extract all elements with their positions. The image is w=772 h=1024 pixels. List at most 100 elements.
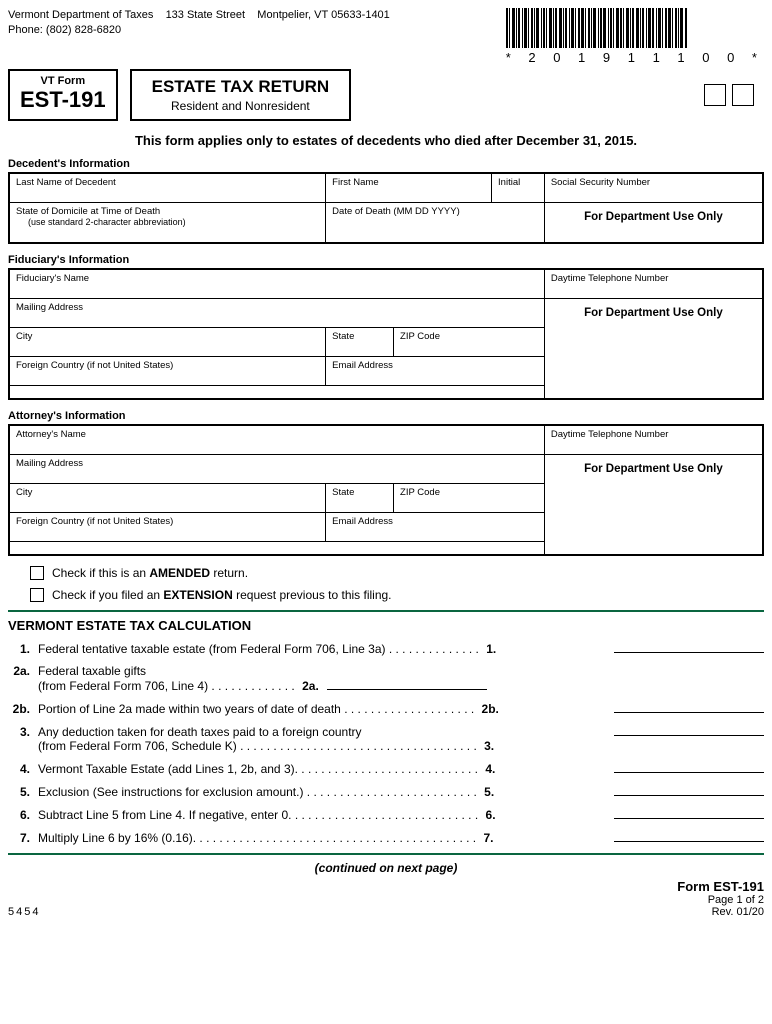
label-att-email: Email Address: [332, 516, 393, 527]
field-fid-state[interactable]: State: [326, 328, 394, 357]
line-2a-end: 2a.: [298, 679, 323, 693]
line-1-text: Federal tentative taxable estate (from F…: [38, 642, 482, 656]
label-dod: Date of Death (MM DD YYYY): [332, 206, 460, 217]
extension-checkbox[interactable]: [30, 588, 44, 602]
field-firstname[interactable]: First Name: [326, 173, 492, 203]
label-fid-foreign: Foreign Country (if not United States): [16, 360, 173, 371]
label-att-state: State: [332, 487, 354, 498]
amended-row: Check if this is an AMENDED return.: [30, 566, 764, 580]
field-fid-email[interactable]: Email Address: [326, 357, 545, 386]
decedent-heading: Decedent's Information: [8, 158, 764, 170]
field-att-zip[interactable]: ZIP Code: [394, 484, 545, 513]
field-att-phone[interactable]: Daytime Telephone Number: [544, 425, 763, 455]
ext-pre: Check if you filed an: [52, 588, 163, 602]
dept-phone: Phone: (802) 828-6820: [8, 24, 121, 36]
line-2a: 2a. Federal taxable gifts (from Federal …: [8, 664, 764, 693]
top-check-boxes: [704, 84, 754, 106]
line-7-num: 7.: [8, 831, 38, 845]
field-fid-name[interactable]: Fiduciary's Name: [9, 269, 544, 299]
field-fid-city[interactable]: City: [9, 328, 326, 357]
applies-note: This form applies only to estates of dec…: [8, 133, 764, 148]
line-2b-text: Portion of Line 2a made within two years…: [38, 702, 478, 716]
field-fid-phone[interactable]: Daytime Telephone Number: [544, 269, 763, 299]
label-initial: Initial: [498, 177, 520, 188]
line-2b: 2b. Portion of Line 2a made within two y…: [8, 701, 764, 716]
decedent-table: Last Name of Decedent First Name Initial…: [8, 172, 764, 244]
checkbox-top-2[interactable]: [732, 84, 754, 106]
line-1: 1. Federal tentative taxable estate (fro…: [8, 641, 764, 656]
header-top: Vermont Department of Taxes 133 State St…: [8, 8, 764, 65]
label-fid-zip: ZIP Code: [400, 331, 440, 342]
dept-address: 133 State Street: [166, 9, 246, 21]
att-spacer: [9, 542, 544, 556]
amended-checkbox[interactable]: [30, 566, 44, 580]
line-5-blank[interactable]: [614, 784, 764, 796]
department-info: Vermont Department of Taxes 133 State St…: [8, 8, 390, 39]
field-fid-mailing[interactable]: Mailing Address: [9, 299, 544, 328]
line-1-end: 1.: [482, 642, 500, 656]
line-2a-text-a: Federal taxable gifts: [38, 664, 146, 678]
form-id-box: VT Form EST-191: [8, 69, 118, 121]
label-domicile-sub: (use standard 2-character abbreviation): [16, 217, 186, 227]
label-fid-city: City: [16, 331, 32, 342]
barcode-lines: [506, 8, 764, 48]
vt-form-label: VT Form: [20, 75, 106, 87]
fiduciary-heading: Fiduciary's Information: [8, 254, 764, 266]
label-att-foreign: Foreign Country (if not United States): [16, 516, 173, 527]
field-lastname[interactable]: Last Name of Decedent: [9, 173, 326, 203]
checkbox-top-1[interactable]: [704, 84, 726, 106]
label-att-city: City: [16, 487, 32, 498]
barcode: * 2 0 1 9 1 1 1 0 0 *: [506, 8, 764, 65]
field-domicile[interactable]: State of Domicile at Time of Death (use …: [9, 203, 326, 244]
label-fid-state: State: [332, 331, 354, 342]
label-att-mailing: Mailing Address: [16, 458, 83, 469]
label-att-name: Attorney's Name: [16, 429, 86, 440]
line-2a-blank[interactable]: [327, 678, 487, 690]
green-rule-bottom: [8, 853, 764, 855]
line-7: 7. Multiply Line 6 by 16% (0.16). . . . …: [8, 830, 764, 845]
line-6-end: 6.: [482, 808, 500, 822]
field-att-name[interactable]: Attorney's Name: [9, 425, 544, 455]
dept-use-fiduciary: For Department Use Only: [544, 299, 763, 400]
line-1-blank[interactable]: [614, 641, 764, 653]
line-4-blank[interactable]: [614, 761, 764, 773]
line-4-end: 4.: [481, 762, 499, 776]
barcode-area: * 2 0 1 9 1 1 1 0 0 *: [506, 8, 764, 65]
green-rule-top: [8, 610, 764, 612]
field-att-mailing[interactable]: Mailing Address: [9, 455, 544, 484]
line-5-num: 5.: [8, 785, 38, 799]
calc-title: VERMONT ESTATE TAX CALCULATION: [8, 618, 764, 633]
field-att-city[interactable]: City: [9, 484, 326, 513]
line-6-text: Subtract Line 5 from Line 4. If negative…: [38, 808, 482, 822]
line-3-blank[interactable]: [614, 724, 764, 736]
field-fid-zip[interactable]: ZIP Code: [394, 328, 545, 357]
ext-bold: EXTENSION: [163, 588, 232, 602]
extension-label: Check if you filed an EXTENSION request …: [52, 588, 392, 602]
line-2b-blank[interactable]: [614, 701, 764, 713]
label-fid-mailing: Mailing Address: [16, 302, 83, 313]
field-att-state[interactable]: State: [326, 484, 394, 513]
field-fid-foreign[interactable]: Foreign Country (if not United States): [9, 357, 326, 386]
attorney-heading: Attorney's Information: [8, 410, 764, 422]
field-att-foreign[interactable]: Foreign Country (if not United States): [9, 513, 326, 542]
dept-use-decedent: For Department Use Only: [544, 203, 763, 244]
line-2b-end: 2b.: [478, 702, 503, 716]
field-att-email[interactable]: Email Address: [326, 513, 545, 542]
label-fid-phone: Daytime Telephone Number: [551, 273, 669, 284]
amended-pre: Check if this is an: [52, 566, 149, 580]
label-domicile: State of Domicile at Time of Death: [16, 206, 160, 217]
field-ssn[interactable]: Social Security Number: [544, 173, 763, 203]
line-6-blank[interactable]: [614, 807, 764, 819]
footer-page: Page 1 of 2: [677, 894, 764, 906]
fiduciary-table: Fiduciary's Name Daytime Telephone Numbe…: [8, 268, 764, 400]
field-dod[interactable]: Date of Death (MM DD YYYY): [326, 203, 545, 244]
amended-post: return.: [210, 566, 248, 580]
line-4: 4. Vermont Taxable Estate (add Lines 1, …: [8, 761, 764, 776]
line-4-num: 4.: [8, 762, 38, 776]
continued-note: (continued on next page): [8, 861, 764, 875]
line-3-num: 3.: [8, 725, 38, 739]
line-2a-num: 2a.: [8, 664, 38, 678]
line-7-blank[interactable]: [614, 830, 764, 842]
field-initial[interactable]: Initial: [492, 173, 545, 203]
attorney-table: Attorney's Name Daytime Telephone Number…: [8, 424, 764, 556]
